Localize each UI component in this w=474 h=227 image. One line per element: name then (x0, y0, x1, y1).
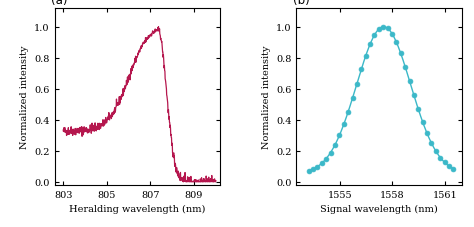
Y-axis label: Normalized intensity: Normalized intensity (19, 46, 28, 148)
Y-axis label: Normalized intensity: Normalized intensity (262, 46, 271, 148)
Text: (a): (a) (51, 0, 68, 7)
Text: (b): (b) (293, 0, 310, 7)
X-axis label: Signal wavelength (nm): Signal wavelength (nm) (320, 204, 438, 213)
X-axis label: Heralding wavelength (nm): Heralding wavelength (nm) (69, 204, 206, 213)
